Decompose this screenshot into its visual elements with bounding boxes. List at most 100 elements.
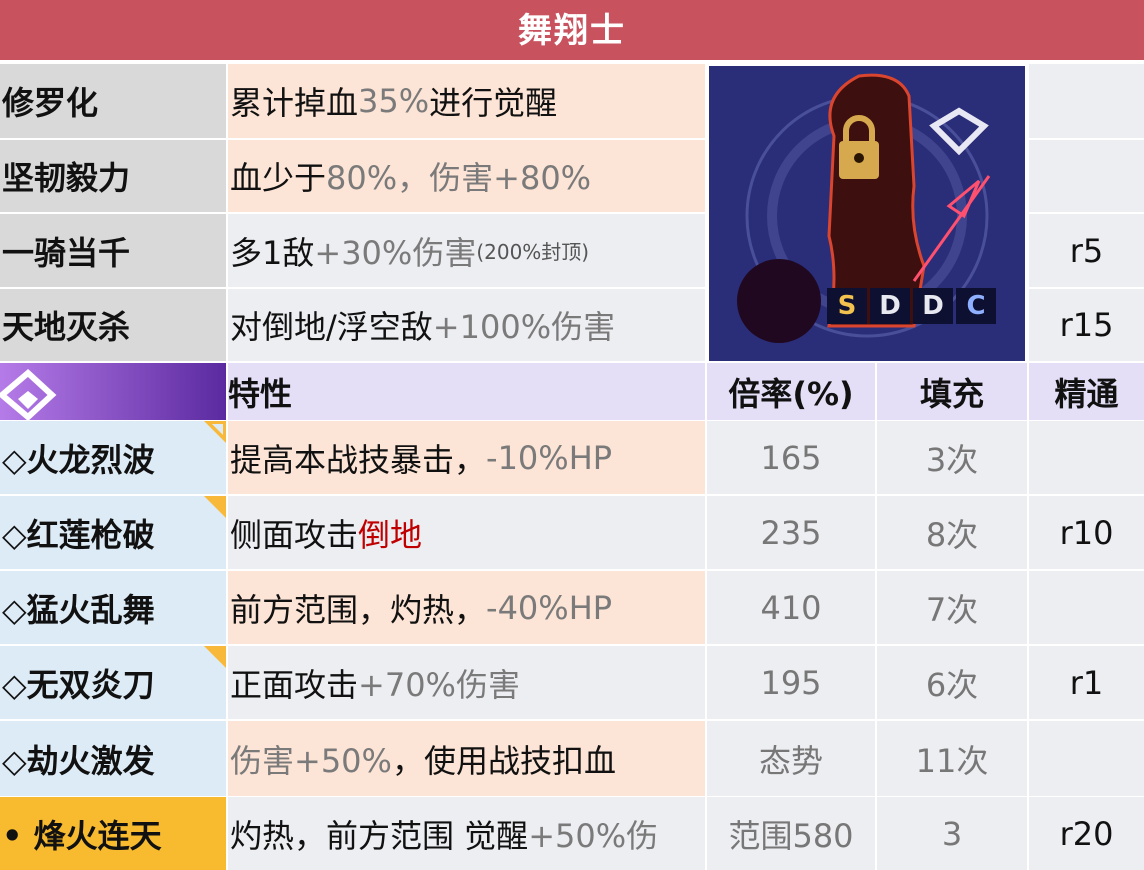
cell-text: ◇红莲枪破 xyxy=(2,515,155,554)
passive-mastery: r5 xyxy=(1029,214,1144,287)
skill-mastery xyxy=(1029,571,1144,644)
desc-segment: 进行觉醒 xyxy=(429,84,558,122)
passive-desc: 多1敌 +30%伤害 (200%封顶) xyxy=(228,214,705,287)
passive-name: 坚韧毅力 xyxy=(0,140,226,212)
header-fill: 填充 xyxy=(877,363,1027,420)
skill-name: ◇红莲枪破 xyxy=(0,496,226,569)
skill-name: ◇劫火激发 xyxy=(0,721,226,796)
cell-text: 一骑当千 xyxy=(2,233,131,272)
desc-segment: 提高本战技暴击， xyxy=(230,440,487,479)
passive-desc: 累计掉血 35% 进行觉醒 xyxy=(228,64,705,138)
desc-segment: 35% xyxy=(358,82,430,120)
desc-segment: 血少于 xyxy=(230,159,327,197)
skill-name: ◇无双炎刀 xyxy=(0,646,226,719)
passive-desc: 血少于 80%，伤害+80% xyxy=(228,140,705,212)
desc-segment: 正面攻击 xyxy=(230,665,359,704)
header-mastery: 精通 xyxy=(1029,363,1144,420)
cell-text: 态势 xyxy=(758,741,823,780)
cell-text: • 烽火连天 xyxy=(2,816,162,855)
cell-text: 11次 xyxy=(915,741,989,780)
desc-segment: 对倒地/浮空敌 xyxy=(230,308,433,346)
passive-mastery xyxy=(1029,64,1144,138)
desc-segment: +50%伤 xyxy=(528,816,659,855)
cell-text: ◇无双炎刀 xyxy=(2,665,155,704)
avatar-placeholder xyxy=(737,259,821,343)
page-title: 舞翔士 xyxy=(0,0,1144,60)
spear-icon xyxy=(912,175,991,282)
cell-text: 410 xyxy=(760,588,822,627)
cell-text: r1 xyxy=(1069,663,1104,702)
cell-text: ◇猛火乱舞 xyxy=(2,590,155,629)
skill-rate: 195 xyxy=(707,646,875,719)
cell-text: 8次 xyxy=(925,515,979,554)
portrait-art xyxy=(737,73,991,343)
desc-segment: (200%封顶) xyxy=(476,240,590,264)
rank-badge: C xyxy=(956,288,996,324)
passive-name: 一骑当千 xyxy=(0,214,226,287)
passive-name: 修罗化 xyxy=(0,64,226,138)
skill-fill: 3次 xyxy=(877,421,1027,494)
cell-text: 精通 xyxy=(1054,374,1119,413)
skill-desc: 灼热，前方范围 觉醒 +50%伤 xyxy=(228,797,705,870)
skill-desc: 侧面攻击 倒地 xyxy=(228,496,705,569)
desc-segment: 灼热，前方范围 觉醒 xyxy=(230,816,529,855)
skill-rate: 235 xyxy=(707,496,875,569)
cell-text: 6次 xyxy=(925,665,979,704)
skill-rate: 态势 xyxy=(707,721,875,796)
cell-text: 填充 xyxy=(919,374,984,413)
corner-marker-icon xyxy=(204,496,226,518)
cell-text: 范围580 xyxy=(728,816,854,855)
cell-text: 7次 xyxy=(925,590,979,629)
skill-fill: 7次 xyxy=(877,571,1027,644)
class-emblem-icon xyxy=(0,369,57,420)
cell-text: r5 xyxy=(1069,231,1104,270)
desc-segment: 侧面攻击 xyxy=(230,515,359,554)
passive-name: 天地灭杀 xyxy=(0,289,226,361)
skill-mastery: r20 xyxy=(1029,797,1144,870)
cell-text: 235 xyxy=(760,513,822,552)
cell-text: 坚韧毅力 xyxy=(2,159,131,197)
skill-name: ◇火龙烈波 xyxy=(0,421,226,494)
skill-desc: 正面攻击 +70%伤害 xyxy=(228,646,705,719)
cell-text: r15 xyxy=(1059,306,1114,344)
cell-text: 3次 xyxy=(925,440,979,479)
skill-mastery xyxy=(1029,721,1144,796)
desc-segment: 伤害+50% xyxy=(230,741,392,780)
cell-text: r20 xyxy=(1059,814,1114,853)
passive-mastery: r15 xyxy=(1029,289,1144,361)
skill-name: • 烽火连天 xyxy=(0,797,226,870)
class-emblem-icon xyxy=(929,107,989,156)
skill-fill: 11次 xyxy=(877,721,1027,796)
desc-segment: 前方范围，灼热， xyxy=(230,590,487,629)
desc-segment: 多1敌 xyxy=(230,233,315,272)
skill-rate: 165 xyxy=(707,421,875,494)
passive-mastery xyxy=(1029,140,1144,212)
desc-segment: ，使用战技扣血 xyxy=(391,741,616,780)
cell-text: 修罗化 xyxy=(2,84,99,122)
cell-text: ◇劫火激发 xyxy=(2,741,155,780)
trait-header-icon-cell xyxy=(0,363,226,420)
header-rate: 倍率(%) xyxy=(707,363,875,420)
skill-mastery: r1 xyxy=(1029,646,1144,719)
desc-segment: -10%HP xyxy=(486,438,613,477)
desc-segment: +30%伤害 xyxy=(314,233,477,272)
skill-mastery xyxy=(1029,421,1144,494)
header-trait: 特性 xyxy=(228,363,705,420)
rank-badge: S xyxy=(827,288,867,324)
cell-text: r10 xyxy=(1059,513,1114,552)
lock-icon xyxy=(839,115,879,179)
desc-segment: 累计掉血 xyxy=(230,84,359,122)
corner-marker-icon xyxy=(204,421,226,443)
cell-text: 特性 xyxy=(228,374,293,413)
desc-segment: -40%HP xyxy=(486,588,613,627)
cell-text: 天地灭杀 xyxy=(2,308,131,346)
skill-rate: 范围580 xyxy=(707,797,875,870)
skill-desc: 提高本战技暴击， -10%HP xyxy=(228,421,705,494)
cell-text: ◇火龙烈波 xyxy=(2,440,155,479)
skill-mastery: r10 xyxy=(1029,496,1144,569)
skill-fill: 6次 xyxy=(877,646,1027,719)
cell-text: 3 xyxy=(941,814,963,853)
skill-rate: 410 xyxy=(707,571,875,644)
corner-marker-icon xyxy=(204,646,226,668)
